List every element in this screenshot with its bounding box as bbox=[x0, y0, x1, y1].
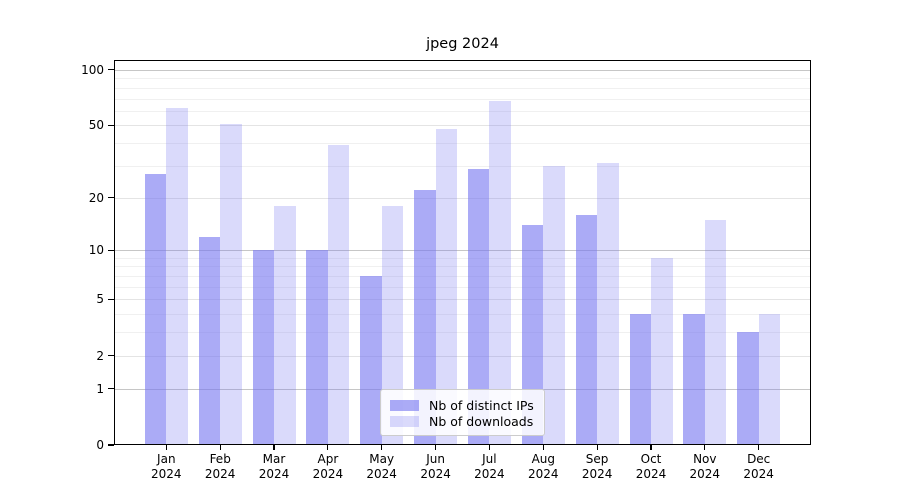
chart-title: jpeg 2024 bbox=[426, 36, 499, 52]
y-tick-label: 0 bbox=[96, 438, 104, 452]
legend: Nb of distinct IPs Nb of downloads bbox=[380, 389, 545, 436]
bar-distinct-ips-jul bbox=[467, 168, 490, 445]
x-tick-label: Mar 2024 bbox=[258, 452, 290, 481]
x-tick-mark bbox=[704, 445, 706, 450]
x-tick-mark bbox=[542, 445, 544, 450]
x-tick-mark bbox=[758, 445, 760, 450]
x-tick-label: Nov 2024 bbox=[689, 452, 721, 481]
y-tick-label: 5 bbox=[96, 292, 104, 307]
y-tick-mark bbox=[108, 388, 114, 390]
bar-downloads-oct bbox=[651, 257, 673, 445]
x-tick-label: Sep 2024 bbox=[581, 452, 613, 481]
plot-area: Nb of distinct IPs Nb of downloads bbox=[114, 60, 811, 445]
x-tick-mark bbox=[434, 445, 437, 450]
x-tick-mark bbox=[650, 445, 652, 450]
bar-downloads-dec bbox=[758, 314, 781, 445]
bar-downloads-aug bbox=[543, 165, 565, 445]
x-tick-label: Jun 2024 bbox=[420, 452, 451, 481]
major-gridline bbox=[114, 299, 811, 301]
bar-downloads-feb bbox=[220, 123, 242, 445]
bar-downloads-jun bbox=[435, 128, 458, 445]
x-tick-label: May 2024 bbox=[366, 452, 397, 481]
y-tick-mark bbox=[108, 355, 114, 357]
minor-gridline bbox=[114, 332, 811, 334]
bar-downloads-sep bbox=[597, 163, 619, 445]
y-tick-label: 100 bbox=[81, 62, 104, 77]
bar-downloads-mar bbox=[274, 205, 296, 445]
bar-distinct-ips-feb bbox=[198, 236, 221, 445]
y-tick-label: 1 bbox=[96, 381, 104, 396]
major-gridline bbox=[114, 355, 811, 357]
minor-gridline bbox=[114, 110, 811, 112]
x-tick-label: Aug 2024 bbox=[528, 452, 559, 481]
legend-label-distinct-ips: Nb of distinct IPs bbox=[429, 397, 534, 413]
bar-distinct-ips-mar bbox=[252, 250, 274, 445]
y-tick-label: 10 bbox=[88, 243, 104, 258]
legend-swatch-distinct-ips bbox=[390, 399, 419, 411]
bar-distinct-ips-nov bbox=[683, 314, 705, 445]
minor-gridline bbox=[114, 276, 811, 277]
bar-distinct-ips-apr bbox=[306, 250, 328, 445]
y-tick-mark bbox=[108, 444, 114, 446]
bar-downloads-jan bbox=[166, 108, 188, 445]
y-tick-label: 50 bbox=[88, 118, 104, 133]
major-gridline bbox=[114, 197, 811, 199]
x-tick-label: Dec 2024 bbox=[743, 452, 774, 481]
x-tick-mark bbox=[273, 445, 275, 450]
minor-gridline bbox=[114, 143, 811, 145]
bar-distinct-ips-may bbox=[360, 276, 382, 445]
bar-distinct-ips-jun bbox=[414, 190, 436, 445]
bar-downloads-jul bbox=[489, 100, 511, 445]
y-tick-mark bbox=[108, 249, 114, 251]
major-gridline bbox=[114, 69, 811, 71]
minor-gridline bbox=[114, 87, 811, 89]
y-tick-mark bbox=[108, 124, 114, 126]
x-tick-label: Feb 2024 bbox=[204, 452, 236, 481]
bar-distinct-ips-sep bbox=[575, 214, 598, 445]
legend-row-downloads: Nb of downloads bbox=[390, 413, 535, 429]
y-tick-mark bbox=[108, 298, 114, 300]
y-tick-mark bbox=[108, 69, 114, 71]
legend-swatch-downloads bbox=[390, 415, 419, 427]
bar-distinct-ips-jan bbox=[144, 174, 167, 445]
x-tick-mark bbox=[327, 445, 329, 450]
x-tick-label: Jul 2024 bbox=[474, 452, 505, 481]
x-tick-label: Apr 2024 bbox=[312, 452, 344, 481]
minor-gridline bbox=[114, 98, 811, 100]
bar-distinct-ips-dec bbox=[737, 332, 759, 445]
minor-gridline bbox=[114, 78, 811, 80]
y-tick-label: 2 bbox=[96, 348, 104, 363]
minor-gridline bbox=[114, 286, 811, 288]
minor-gridline bbox=[114, 314, 811, 316]
minor-gridline bbox=[114, 257, 811, 259]
minor-gridline bbox=[114, 165, 811, 167]
bar-distinct-ips-oct bbox=[629, 314, 651, 445]
minor-gridline bbox=[114, 266, 811, 268]
y-tick-label: 20 bbox=[88, 190, 104, 205]
major-gridline bbox=[114, 125, 811, 127]
bar-downloads-apr bbox=[327, 145, 350, 445]
bar-downloads-nov bbox=[704, 219, 727, 445]
x-tick-mark bbox=[596, 445, 598, 450]
bar-downloads-may bbox=[381, 205, 404, 445]
legend-row-distinct-ips: Nb of distinct IPs bbox=[390, 397, 535, 413]
legend-label-downloads: Nb of downloads bbox=[429, 413, 534, 429]
major-gridline bbox=[114, 250, 811, 252]
x-tick-mark bbox=[219, 445, 221, 450]
x-tick-mark bbox=[381, 445, 383, 450]
x-tick-label: Jan 2024 bbox=[151, 452, 182, 481]
x-tick-label: Oct 2024 bbox=[635, 452, 667, 481]
x-tick-mark bbox=[165, 445, 167, 450]
x-tick-mark bbox=[488, 445, 490, 450]
y-tick-mark bbox=[108, 196, 114, 199]
